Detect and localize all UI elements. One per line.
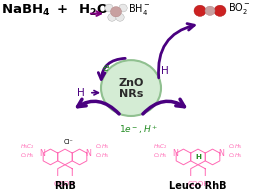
Text: BH$_4^-$: BH$_4^-$ (128, 2, 150, 17)
Text: Cl⁻: Cl⁻ (63, 139, 73, 145)
Text: ZnO: ZnO (118, 78, 144, 88)
Text: H: H (195, 154, 201, 160)
Circle shape (116, 13, 124, 21)
Text: $C_2H_5$: $C_2H_5$ (20, 151, 35, 160)
Text: N: N (172, 149, 178, 158)
Text: H: H (161, 66, 169, 76)
Text: NRs: NRs (119, 89, 143, 99)
Text: RhB: RhB (54, 181, 76, 189)
Text: $C_2H_5$: $C_2H_5$ (228, 151, 243, 160)
Text: COOH: COOH (54, 181, 76, 187)
Text: e: e (103, 63, 109, 73)
Circle shape (194, 5, 206, 16)
Circle shape (205, 6, 215, 15)
Circle shape (119, 4, 127, 12)
Circle shape (105, 4, 113, 12)
Text: N: N (39, 149, 45, 158)
Text: BO$_2^-$: BO$_2^-$ (228, 2, 251, 16)
Text: $C_2H_5$: $C_2H_5$ (153, 151, 168, 160)
Circle shape (111, 7, 122, 17)
Text: Leuco RhB: Leuco RhB (169, 181, 227, 189)
Circle shape (108, 13, 116, 21)
Circle shape (214, 5, 226, 16)
Text: COOH: COOH (187, 181, 209, 187)
Text: $H_5C_2$: $H_5C_2$ (153, 142, 168, 151)
Text: $C_2H_5$: $C_2H_5$ (95, 142, 110, 151)
Text: $C_2H_5$: $C_2H_5$ (228, 142, 243, 151)
Text: N: N (218, 149, 224, 158)
Text: $\bf{NaBH_4}$$\bf{\ +\ \ H_2O}$: $\bf{NaBH_4}$$\bf{\ +\ \ H_2O}$ (1, 2, 109, 18)
Text: $H_5C_2$: $H_5C_2$ (20, 142, 35, 151)
Text: $C_2H_5$: $C_2H_5$ (95, 151, 110, 160)
Text: H: H (77, 88, 85, 98)
Text: $1e^-, H^+$: $1e^-, H^+$ (119, 123, 159, 136)
Text: N: N (85, 149, 91, 158)
Circle shape (101, 60, 161, 116)
